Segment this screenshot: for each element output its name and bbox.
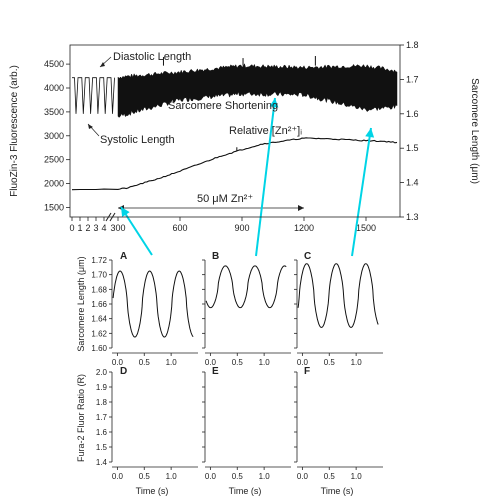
pointer-arrow-to-baseline — [120, 206, 153, 256]
main-y-left-tick-label: 3000 — [44, 131, 64, 141]
main-y-right-tick-label: 1.6 — [406, 109, 419, 119]
main-y-left-tick-label: 4500 — [44, 59, 64, 69]
annotation-diastolic-length: Diastolic Length — [113, 51, 191, 63]
main-plot-frame — [69, 44, 401, 218]
zinc-fluorescence-trace — [71, 137, 398, 191]
baseline-contraction-trace — [72, 77, 115, 114]
panel-d-y-tick-label: 1.6 — [96, 428, 108, 437]
time-axis-title-e: Time (s) — [229, 486, 262, 496]
panel-a-y-tick-label: 1.70 — [91, 271, 107, 280]
main-x-tick-label: 900 — [234, 223, 249, 233]
main-y-right-tick-label: 1.5 — [406, 143, 419, 153]
panel-b-x-tick-label: 0.0 — [205, 358, 217, 367]
sarcomere-length-axis-title: Sarcomere Length (μm) — [76, 256, 86, 351]
panel-d-y-tick-label: 1.5 — [96, 443, 108, 452]
panel-label-c: C — [304, 251, 311, 262]
main-y-left-tick-label: 1500 — [44, 202, 64, 212]
panel-a-y-tick-label: 1.62 — [91, 329, 107, 338]
main-y-right-tick-label: 1.3 — [406, 212, 419, 222]
main-y-right-tick-label: 1.7 — [406, 74, 419, 84]
pointer-arrow-to-midpoint-head — [269, 98, 279, 108]
panel-e-x-tick-label: 0.0 — [205, 472, 217, 481]
main-y-left-tick-label: 2000 — [44, 179, 64, 189]
diastolic-pointer-arrowhead — [100, 62, 105, 67]
main-x-tick-label: 4 — [101, 223, 106, 233]
panel-b-x-tick-label: 0.5 — [232, 358, 244, 367]
main-x-tick-label: 600 — [172, 223, 187, 233]
panel-label-e: E — [212, 366, 219, 377]
main-x-tick-label: 300 — [110, 223, 125, 233]
panel-a-trace — [112, 270, 194, 338]
panel-d-y-tick-label: 1.7 — [96, 413, 108, 422]
panel-a-y-tick-label: 1.72 — [91, 256, 107, 265]
panel-a-x-tick-label: 0.5 — [139, 358, 151, 367]
panel-c-x-tick-label: 0.5 — [324, 358, 336, 367]
time-axis-title-d: Time (s) — [136, 486, 169, 496]
main-y-right-title: Sarcomere Length (μm) — [469, 78, 480, 184]
panel-d-x-tick-label: 1.0 — [166, 472, 178, 481]
panel-label-a: A — [120, 251, 127, 262]
sarcomere-envelope — [117, 63, 398, 118]
panel-label-d: D — [120, 366, 127, 377]
panel-a-y-tick-label: 1.66 — [91, 300, 107, 309]
fura-ratio-axis-title: Fura-2 Fluor Ratio (R) — [76, 374, 86, 462]
annotation-zinc-application: 50 μM Zn²⁺ — [197, 193, 253, 205]
pointer-arrow-to-baseline-head — [121, 207, 130, 218]
zinc-bar-arrowhead-right — [298, 205, 304, 211]
panel-f-x-tick-label: 0.5 — [324, 472, 336, 481]
panel-c-x-tick-label: 0.0 — [297, 358, 309, 367]
main-x-tick-label: 1200 — [294, 223, 314, 233]
main-y-left-title: FluoZin-3 Fluorescence (arb.) — [9, 65, 20, 197]
annotation-systolic-length: Systolic Length — [100, 134, 175, 146]
panel-e-x-tick-label: 0.5 — [232, 472, 244, 481]
main-y-left-tick-label: 3500 — [44, 107, 64, 117]
annotation-sarcomere-shortening: Sarcomere Shortening — [168, 100, 278, 112]
panel-d-x-tick-label: 0.5 — [139, 472, 151, 481]
main-x-tick-label: 0 — [69, 223, 74, 233]
main-x-tick-label: 1500 — [356, 223, 376, 233]
main-y-right-tick-label: 1.4 — [406, 178, 419, 188]
main-y-left-tick-label: 2500 — [44, 155, 64, 165]
panel-label-f: F — [304, 366, 310, 377]
main-x-tick-label: 3 — [93, 223, 98, 233]
panel-a-x-tick-label: 1.0 — [166, 358, 178, 367]
panel-label-b: B — [212, 251, 219, 262]
pointer-arrow-to-late — [351, 127, 372, 257]
systolic-pointer-arrowhead — [88, 124, 93, 129]
panel-e-x-tick-label: 1.0 — [259, 472, 271, 481]
panel-d-y-tick-label: 1.9 — [96, 383, 108, 392]
panel-d-y-tick-label: 1.4 — [96, 458, 108, 467]
panel-f-x-tick-label: 0.0 — [297, 472, 309, 481]
pointer-arrow-to-midpoint — [255, 97, 276, 257]
pointer-arrow-to-late-head — [365, 128, 375, 138]
panel-f-x-tick-label: 1.0 — [351, 472, 363, 481]
panel-a-y-tick-label: 1.64 — [91, 315, 107, 324]
panel-a-y-tick-label: 1.60 — [91, 344, 107, 353]
time-axis-title-f: Time (s) — [321, 486, 354, 496]
annotation-relative-zinc: Relative [Zn²⁺]ᵢ — [229, 125, 302, 137]
main-y-right-tick-label: 1.8 — [406, 40, 419, 50]
main-y-left-tick-label: 4000 — [44, 83, 64, 93]
panel-a-y-tick-label: 1.68 — [91, 285, 107, 294]
panel-d-x-tick-label: 0.0 — [112, 472, 124, 481]
panel-c-trace — [297, 263, 379, 328]
panel-d-y-tick-label: 2.0 — [96, 368, 108, 377]
panel-b-x-tick-label: 1.0 — [259, 358, 271, 367]
panel-c-x-tick-label: 1.0 — [351, 358, 363, 367]
trace-layer: 0 1 2 3 4 300 600 900 1200 1500 1500 2000 2500 3000 35… — [44, 40, 419, 481]
main-x-tick-label: 2 — [85, 223, 90, 233]
panel-d-y-tick-label: 1.8 — [96, 398, 108, 407]
panel-a-x-tick-label: 0.0 — [112, 358, 124, 367]
main-x-tick-label: 1 — [77, 223, 82, 233]
panel-b-trace — [205, 265, 287, 309]
